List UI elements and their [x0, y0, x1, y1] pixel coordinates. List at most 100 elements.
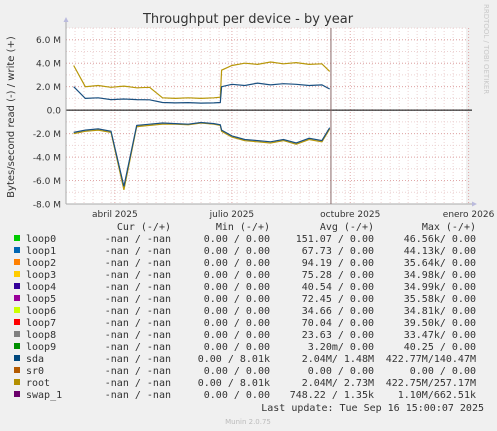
legend-min-swap_1: 0.00 / 0.00 [204, 390, 270, 401]
legend-avg-loop7: 70.04 / 0.00 [302, 318, 374, 329]
y-tick-label: -6.0 M [33, 177, 61, 187]
y-axis-label: Bytes/second read (-) / write (+) [6, 36, 17, 198]
legend-max-loop8: 33.47k/ 0.00 [404, 330, 476, 341]
legend-swatch-sr0 [14, 367, 20, 373]
y-tick-label: 4.0 M [36, 60, 61, 70]
x-tick-label: abril 2025 [92, 210, 138, 220]
legend-cur-loop8: -nan / -nan [105, 330, 171, 341]
legend-avg-loop4: 40.54 / 0.00 [302, 282, 374, 293]
legend-cur-sr0: -nan / -nan [105, 366, 171, 377]
legend-avg-loop3: 75.28 / 0.00 [302, 270, 374, 281]
y-axis-arrow [63, 17, 69, 22]
legend-min-loop3: 0.00 / 0.00 [204, 270, 270, 281]
legend-name-loop6: loop6 [26, 306, 56, 317]
x-axis: abril 2025 julio 2025 octubre 2025 enero 20… [92, 210, 495, 220]
legend-header-avg: Avg (-/+) [320, 222, 374, 233]
legend-avg-loop1: 67.73 / 0.00 [302, 246, 374, 257]
legend-swatch-loop5 [14, 295, 20, 301]
legend-min-loop7: 0.00 / 0.00 [204, 318, 270, 329]
legend-max-loop0: 46.56k/ 0.00 [404, 234, 476, 245]
rrdtool-watermark: RRDTOOL / TOBI OETIKER [482, 4, 490, 94]
chart-title: Throughput per device - by year [142, 12, 354, 27]
legend-swatch-swap_1 [14, 391, 20, 397]
series-line-root-write [73, 61, 331, 100]
legend-max-sda: 422.77M/140.47M [386, 354, 476, 365]
series-layer [73, 61, 331, 191]
legend-avg-loop8: 23.63 / 0.00 [302, 330, 374, 341]
axes [63, 17, 477, 207]
legend-avg-loop6: 34.66 / 0.00 [302, 306, 374, 317]
legend-min-loop9: 0.00 / 0.00 [204, 342, 270, 353]
legend-swatch-loop8 [14, 331, 20, 337]
legend-min-loop2: 0.00 / 0.00 [204, 258, 270, 269]
legend-name-loop3: loop3 [26, 270, 56, 281]
y-tick-label: 2.0 M [36, 83, 61, 93]
legend-header-max: Max (-/+) [422, 222, 476, 233]
y-tick-label: -2.0 M [33, 130, 61, 140]
legend-name-swap_1: swap_1 [26, 390, 62, 401]
legend-avg-loop0: 151.07 / 0.00 [296, 234, 374, 245]
legend-swatch-loop1 [14, 247, 20, 253]
legend-swatch-loop2 [14, 259, 20, 265]
legend-name-loop7: loop7 [26, 318, 56, 329]
legend-min-loop5: 0.00 / 0.00 [204, 294, 270, 305]
legend-max-loop7: 39.50k/ 0.00 [404, 318, 476, 329]
legend-min-sda: 0.00 / 8.01k [198, 354, 270, 365]
legend-cur-swap_1: -nan / -nan [105, 390, 171, 401]
legend-max-root: 422.75M/257.17M [386, 378, 476, 389]
legend-max-loop4: 34.99k/ 0.00 [404, 282, 476, 293]
munin-version: Munin 2.0.75 [225, 418, 271, 426]
legend-swatch-loop6 [14, 307, 20, 313]
legend-name-loop4: loop4 [26, 282, 56, 293]
legend-min-root: 0.00 / 8.01k [198, 378, 270, 389]
x-tick-label: julio 2025 [209, 210, 254, 220]
legend-avg-loop5: 72.45 / 0.00 [302, 294, 374, 305]
legend-avg-loop9: 3.20m/ 0.00 [308, 342, 374, 353]
series-line-sda-write [73, 82, 330, 104]
legend-header-min: Min (-/+) [216, 222, 270, 233]
legend-min-loop4: 0.00 / 0.00 [204, 282, 270, 293]
legend-name-loop0: loop0 [26, 234, 56, 245]
legend-swatch-loop0 [14, 235, 20, 241]
legend-min-loop0: 0.00 / 0.00 [204, 234, 270, 245]
x-tick-label: enero 2026 [443, 210, 495, 220]
last-update: Last update: Tue Sep 16 15:00:07 2025 [261, 403, 484, 414]
legend-name-loop9: loop9 [26, 342, 56, 353]
legend-header-cur: Cur (-/+) [117, 222, 171, 233]
legend-max-loop5: 35.58k/ 0.00 [404, 294, 476, 305]
legend-cur-loop9: -nan / -nan [105, 342, 171, 353]
legend-name-loop8: loop8 [26, 330, 56, 341]
legend-cur-loop1: -nan / -nan [105, 246, 171, 257]
legend-avg-swap_1: 748.22 / 1.35k [290, 390, 374, 401]
legend-avg-loop2: 94.19 / 0.00 [302, 258, 374, 269]
y-tick-label: -4.0 M [33, 154, 61, 164]
y-axis: 6.0 M 4.0 M 2.0 M 0.0 -2.0 M -4.0 M -6.0 M -8.0… [33, 36, 61, 210]
legend-name-loop2: loop2 [26, 258, 56, 269]
legend-cur-loop2: -nan / -nan [105, 258, 171, 269]
legend-swatch-loop7 [14, 319, 20, 325]
legend-min-sr0: 0.00 / 0.00 [204, 366, 270, 377]
legend-avg-sr0: 0.00 / 0.00 [308, 366, 374, 377]
legend-swatch-sda [14, 355, 20, 361]
legend-max-loop2: 35.64k/ 0.00 [404, 258, 476, 269]
legend-max-loop1: 44.13k/ 0.00 [404, 246, 476, 257]
x-tick-label: octubre 2025 [320, 210, 380, 220]
legend-swatch-loop9 [14, 343, 20, 349]
legend-cur-loop3: -nan / -nan [105, 270, 171, 281]
legend-cur-loop5: -nan / -nan [105, 294, 171, 305]
legend: Cur (-/+) Min (-/+) Avg (-/+) Max (-/+) loop… [14, 222, 476, 401]
legend-cur-sda: -nan / -nan [105, 354, 171, 365]
legend-cur-loop0: -nan / -nan [105, 234, 171, 245]
legend-name-sda: sda [26, 354, 44, 365]
legend-name-root: root [26, 378, 50, 389]
legend-min-loop6: 0.00 / 0.00 [204, 306, 270, 317]
y-tick-label: -8.0 M [33, 201, 61, 211]
y-tick-label: 0.0 [47, 107, 62, 117]
legend-max-loop3: 34.98k/ 0.00 [404, 270, 476, 281]
legend-name-loop5: loop5 [26, 294, 56, 305]
legend-max-swap_1: 1.10M/662.51k [398, 390, 476, 401]
y-tick-label: 6.0 M [36, 36, 61, 46]
legend-cur-loop7: -nan / -nan [105, 318, 171, 329]
series-line-sda-read [73, 121, 331, 187]
